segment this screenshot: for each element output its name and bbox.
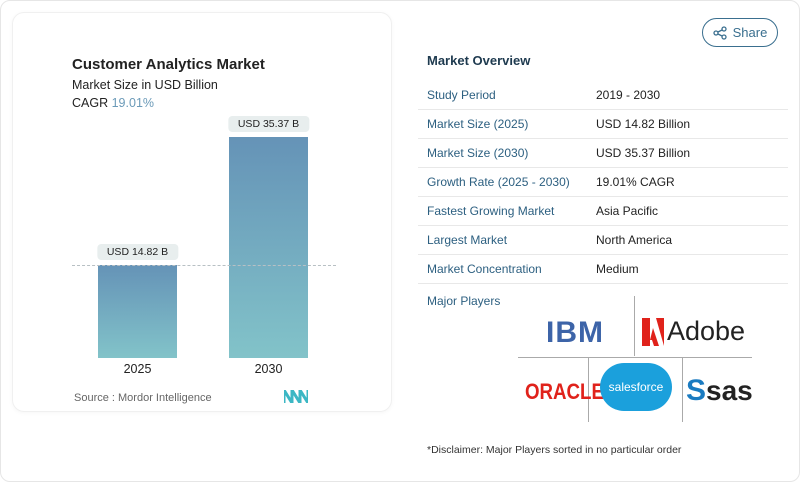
chart-title: Customer Analytics Market [72,56,265,73]
cagr-value: 19.01% [111,96,155,110]
overview-row: Study Period 2019 - 2030 [418,80,788,110]
mordor-logo-icon [284,390,308,403]
share-button[interactable]: Share [702,18,778,47]
logo-oracle: ORACLE [525,379,604,404]
x-tick-label: 2025 [123,362,152,376]
bar-2030 [229,137,308,358]
bar-2025 [98,265,177,358]
overview-title: Market Overview [427,53,531,68]
cagr-label: CAGR [72,96,109,110]
data-label: USD 35.37 B [227,116,310,132]
chart-card [12,12,392,412]
logo-ibm: IBM [546,316,604,350]
logo-salesforce: salesforce [600,363,672,411]
share-icon [712,25,727,40]
divider [634,296,635,356]
disclaimer: *Disclaimer: Major Players sorted in no … [427,444,682,456]
overview-row: Market Concentration Medium [418,254,788,284]
overview-row: Growth Rate (2025 - 2030) 19.01% CAGR [418,167,788,197]
chart-cagr: CAGR 19.01% [72,96,154,110]
row-value: Medium [596,262,639,276]
x-tick-label: 2030 [254,362,283,376]
row-value: Asia Pacific [596,204,659,218]
chart-subtitle: Market Size in USD Billion [72,78,218,92]
row-label: Growth Rate (2025 - 2030) [427,175,570,189]
row-value: 19.01% CAGR [596,175,675,189]
row-label: Market Size (2030) [427,146,529,160]
row-label: Largest Market [427,233,508,247]
share-label: Share [732,25,768,40]
source-text: Source : Mordor Intelligence [74,392,212,404]
logo-adobe: Adobe [642,316,745,347]
row-label: Market Size (2025) [427,117,529,131]
overview-row: Market Size (2025) USD 14.82 Billion [418,109,788,139]
adobe-icon [642,317,664,346]
data-label: USD 14.82 B [96,244,179,261]
row-value: USD 14.82 Billion [596,117,691,131]
row-label: Fastest Growing Market [427,204,555,218]
row-value: North America [596,233,673,247]
major-players-title: Major Players [427,294,501,308]
row-label: Study Period [427,88,496,102]
row-value: 2019 - 2030 [596,88,661,102]
row-label: Market Concentration [427,262,542,276]
overview-row: Market Size (2030) USD 35.37 Billion [418,138,788,168]
reference-line [72,265,336,266]
row-value: USD 35.37 Billion [596,146,691,160]
overview-row: Largest Market North America [418,225,788,255]
overview-row: Fastest Growing Market Asia Pacific [418,196,788,226]
